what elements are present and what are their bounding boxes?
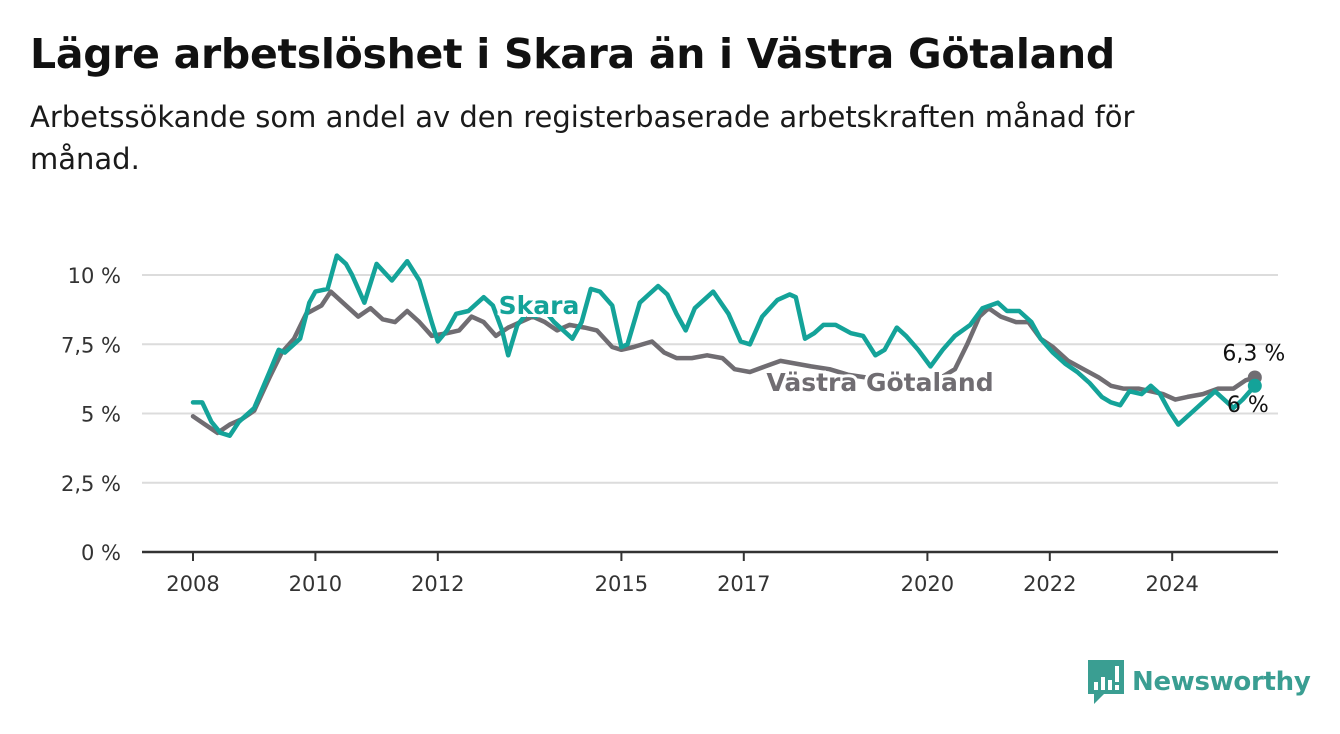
x-tick-label: 2015 xyxy=(595,572,648,596)
y-tick-label: 10 % xyxy=(68,264,121,288)
x-tick-label: 2012 xyxy=(411,572,464,596)
y-tick-label: 5 % xyxy=(81,403,121,427)
y-tick-label: 2,5 % xyxy=(61,472,121,496)
series-line-skara xyxy=(190,253,1258,438)
grid-lines xyxy=(142,274,1278,484)
brand-name: Newsworthy xyxy=(1132,667,1311,697)
x-tick-label: 2010 xyxy=(289,572,342,596)
end-point-skara xyxy=(1247,378,1262,393)
y-axis-ticks: 0 % 2,5 % 5 % 7,5 % 10 % xyxy=(61,264,121,565)
y-tick-label: 0 % xyxy=(81,541,121,565)
series-labels: 6,3 % 6 % Skara Västra Götaland xyxy=(496,288,1286,418)
series-label-skara: Skara xyxy=(499,291,580,320)
x-tick-label: 2008 xyxy=(166,572,219,596)
x-tick-label: 2024 xyxy=(1145,572,1198,596)
end-label-vastra-gotaland: 6,3 % xyxy=(1222,341,1285,366)
x-axis-ticks: 2008 2010 2012 2015 2017 2020 2022 2024 xyxy=(142,550,1278,596)
newsworthy-logo-icon xyxy=(1088,660,1124,704)
x-tick-label: 2020 xyxy=(901,572,954,596)
series-lines xyxy=(190,253,1262,438)
chart-title: Lägre arbetslöshet i Skara än i Västra G… xyxy=(30,30,1115,78)
end-label-skara: 6 % xyxy=(1227,393,1269,418)
y-tick-label: 7,5 % xyxy=(61,333,121,357)
x-tick-label: 2017 xyxy=(717,572,770,596)
x-tick-label: 2022 xyxy=(1023,572,1076,596)
series-line-vastra-gotaland xyxy=(190,289,1258,436)
newsworthy-brand: Newsworthy xyxy=(1088,660,1311,704)
chart-subtitle: Arbetssökande som andel av den registerb… xyxy=(30,100,1135,176)
series-label-vastra-gotaland: Västra Götaland xyxy=(766,368,993,397)
